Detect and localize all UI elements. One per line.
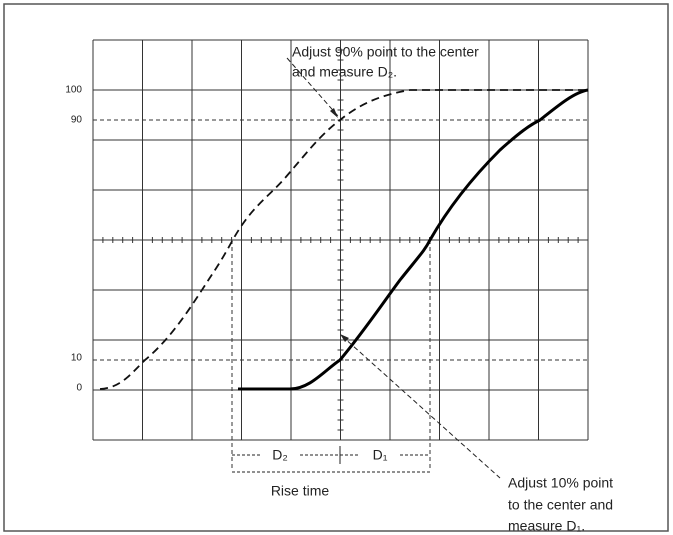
d2-label: D₂: [272, 447, 288, 463]
y-label: 0: [76, 383, 82, 394]
annotation-line: and measure D₂.: [292, 64, 397, 80]
y-label: 100: [65, 85, 82, 96]
y-label: 10: [71, 353, 83, 364]
annotation-line: Adjust 90% point to the center: [292, 44, 479, 60]
leader-top: [286, 57, 339, 117]
curve-dashed: [99, 89, 588, 390]
y-label: 90: [71, 115, 83, 126]
leader-bottom: [341, 335, 501, 479]
arrowhead: [340, 334, 349, 342]
annotation-line: Adjust 10% point: [508, 475, 613, 491]
annotation-line: measure D₁.: [508, 518, 585, 534]
annotation-line: to the center and: [508, 497, 613, 513]
d1-label: D₁: [373, 447, 388, 463]
rise-time-label: Rise time: [271, 483, 330, 499]
frame: [3, 3, 669, 532]
arrowhead: [330, 108, 338, 118]
graticule: [92, 39, 589, 441]
curve-solid: [238, 88, 589, 391]
